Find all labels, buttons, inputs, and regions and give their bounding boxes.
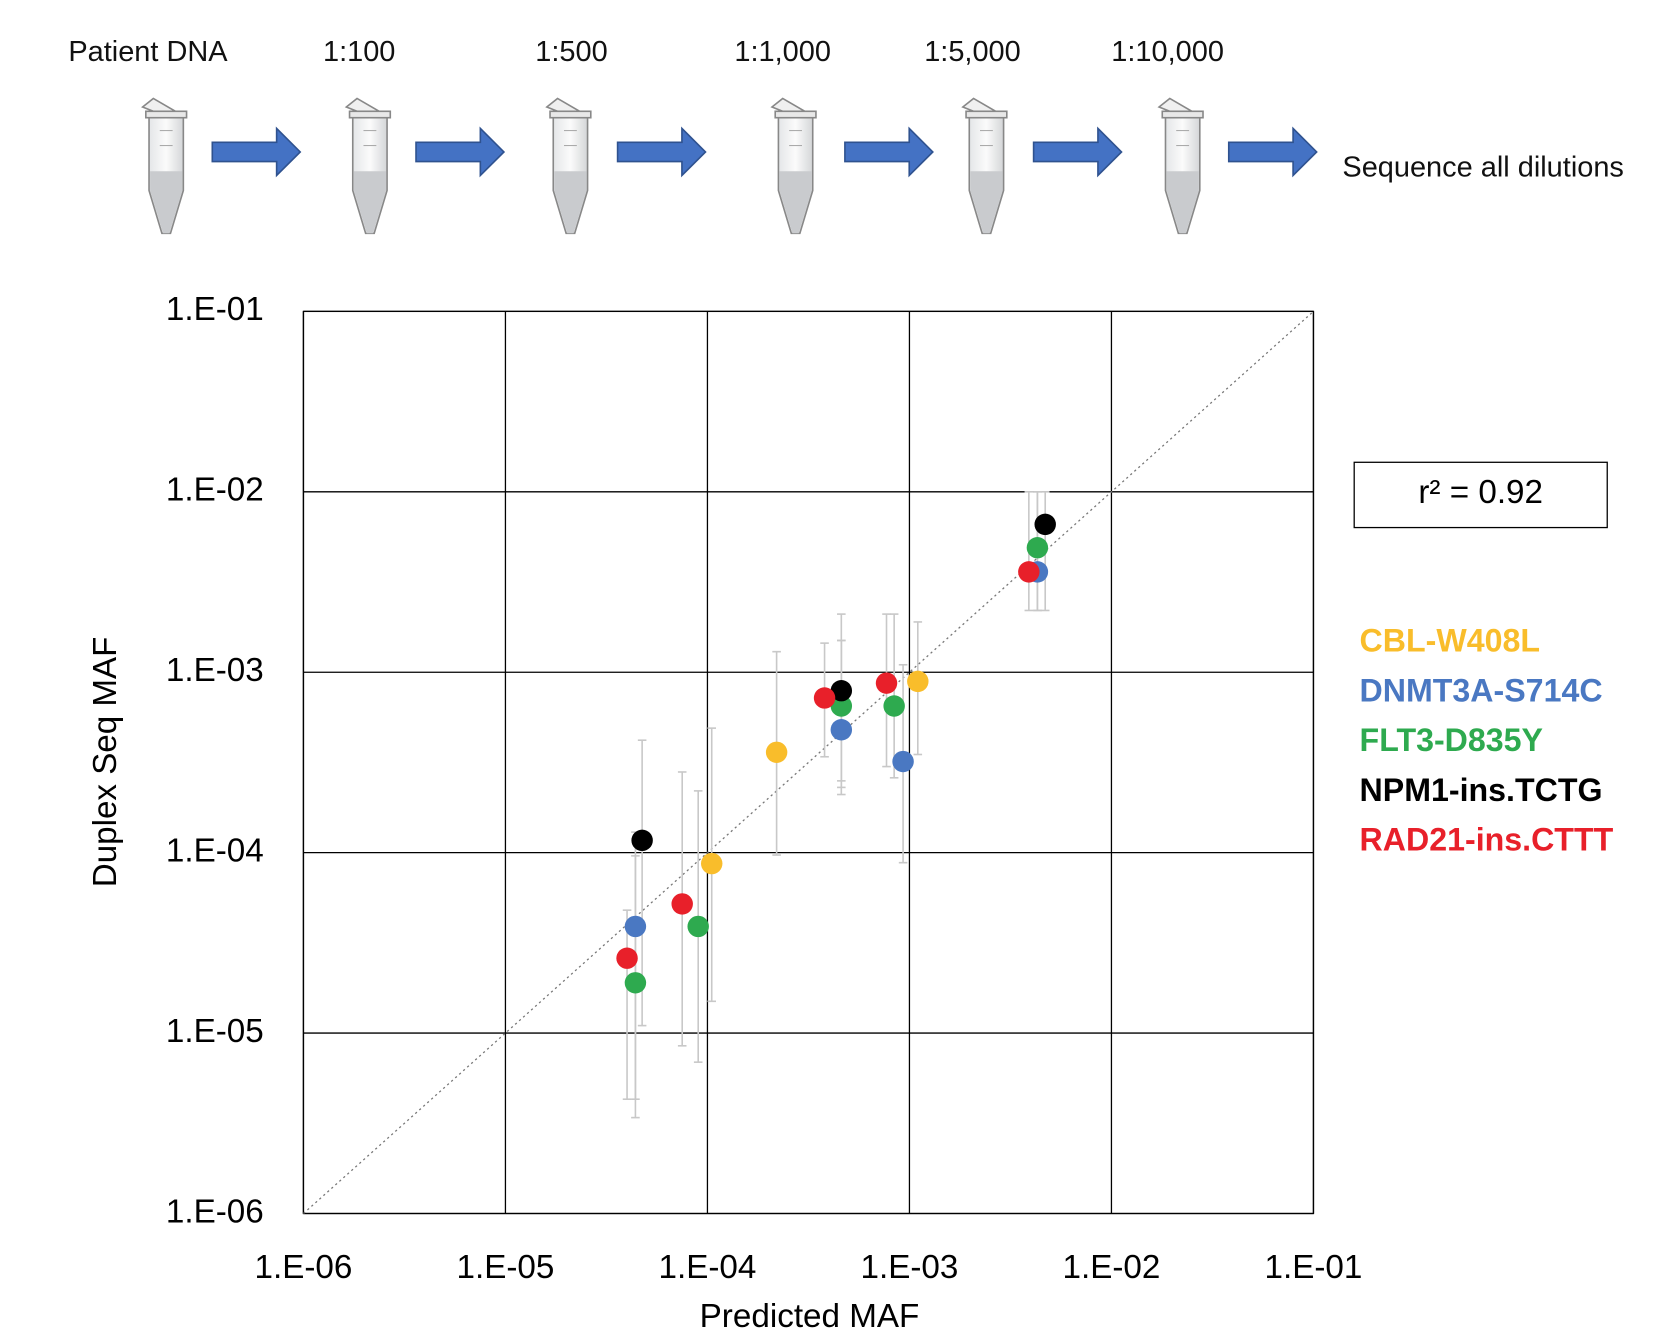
- tube: [1159, 98, 1203, 233]
- step-label: 1:5,000: [924, 36, 1021, 68]
- data-point: [876, 672, 897, 693]
- tube: [772, 98, 816, 233]
- page: Patient DNA 1:100 1:500 1:1,000 1:5,000 …: [0, 0, 1678, 1328]
- tube: [143, 98, 187, 233]
- final-step-label: Sequence all dilutions: [1342, 152, 1624, 184]
- y-tick-label: 1.E-06: [166, 1193, 264, 1230]
- y-tick-label: 1.E-03: [166, 652, 264, 689]
- chart: Predicted MAF Duplex Seq MAF r² = 0.92 1…: [87, 291, 1614, 1328]
- x-tick-label: 1.E-05: [456, 1249, 554, 1286]
- step-label: 1:1,000: [734, 36, 831, 68]
- figure: Patient DNA 1:100 1:500 1:1,000 1:5,000 …: [0, 0, 1678, 1328]
- data-point: [892, 751, 913, 772]
- legend-entry: CBL-W408L: [1360, 623, 1540, 659]
- data-point: [671, 893, 692, 914]
- data-point: [1018, 561, 1039, 582]
- dilution-diagram: Patient DNA 1:100 1:500 1:1,000 1:5,000 …: [68, 36, 1624, 233]
- data-point: [616, 948, 637, 969]
- data-point: [766, 742, 787, 763]
- y-tick-label: 1.E-04: [166, 832, 264, 869]
- x-tick-label: 1.E-06: [254, 1249, 352, 1286]
- step-label: 1:100: [323, 36, 395, 68]
- data-point: [631, 830, 652, 851]
- step-label: 1:10,000: [1111, 36, 1224, 68]
- data-point: [701, 853, 722, 874]
- y-tick-label: 1.E-05: [166, 1013, 264, 1050]
- data-point: [1027, 537, 1048, 558]
- data-point: [1034, 514, 1055, 535]
- legend-entry: NPM1-ins.TCTG: [1360, 772, 1603, 808]
- data-point: [687, 916, 708, 937]
- plot-area: [303, 311, 1313, 1213]
- x-tick-label: 1.E-02: [1063, 1249, 1161, 1286]
- data-point: [625, 916, 646, 937]
- tube: [346, 98, 390, 233]
- arrow: [1034, 128, 1122, 175]
- data-point: [883, 695, 904, 716]
- arrow: [212, 128, 300, 175]
- legend-entry: DNMT3A-S714C: [1360, 672, 1603, 708]
- arrow: [618, 128, 706, 175]
- data-point: [814, 687, 835, 708]
- arrow: [416, 128, 504, 175]
- step-label: 1:500: [535, 36, 607, 68]
- data-point: [907, 671, 928, 692]
- x-tick-label: 1.E-04: [659, 1249, 757, 1286]
- y-axis-title: Duplex Seq MAF: [87, 637, 124, 888]
- legend-entry: FLT3-D835Y: [1360, 722, 1543, 758]
- data-point: [831, 719, 852, 740]
- x-tick-label: 1.E-01: [1265, 1249, 1363, 1286]
- step-label: Patient DNA: [68, 36, 228, 68]
- annotation: r² = 0.92: [1418, 474, 1543, 511]
- tube: [963, 98, 1007, 233]
- arrow: [845, 128, 933, 175]
- legend-entry: RAD21-ins.CTTT: [1360, 822, 1614, 858]
- x-axis-title: Predicted MAF: [700, 1298, 920, 1328]
- arrow: [1229, 128, 1317, 175]
- x-tick-label: 1.E-03: [861, 1249, 959, 1286]
- tube: [547, 98, 591, 233]
- y-tick-label: 1.E-02: [166, 472, 264, 509]
- y-tick-label: 1.E-01: [166, 291, 264, 328]
- data-point: [625, 972, 646, 993]
